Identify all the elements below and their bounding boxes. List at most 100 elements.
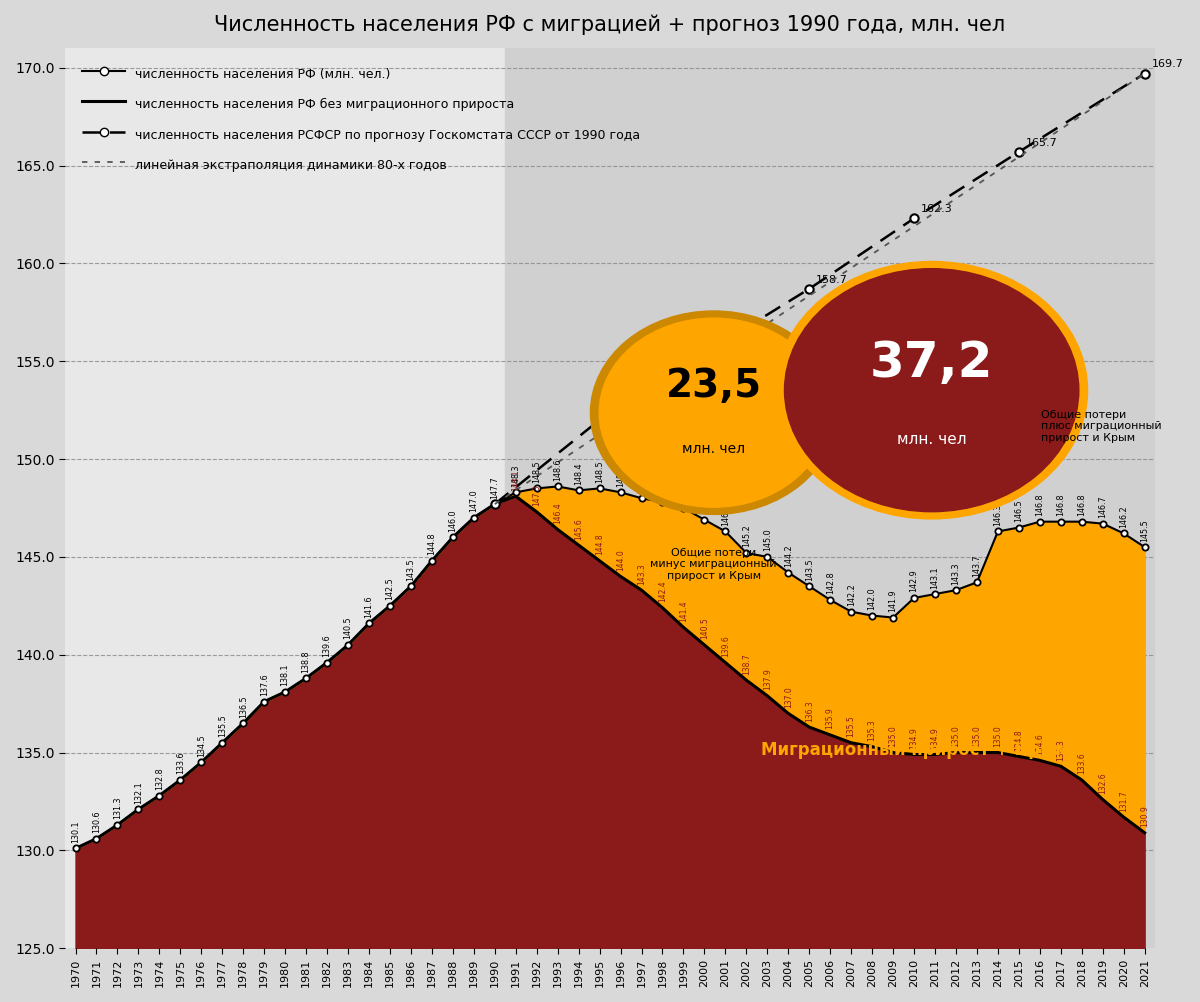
Text: 142.4: 142.4 (658, 580, 667, 602)
Text: 135.9: 135.9 (826, 707, 835, 729)
Text: Общие потери
плюс миграционный
прирост и Крым: Общие потери плюс миграционный прирост и… (1040, 410, 1162, 443)
Text: 147.7: 147.7 (491, 476, 499, 499)
Text: 144.2: 144.2 (784, 544, 793, 567)
Text: 146.8: 146.8 (1078, 494, 1086, 516)
Text: 133.6: 133.6 (176, 752, 185, 775)
Text: 146.0: 146.0 (449, 509, 457, 532)
Text: 142.2: 142.2 (847, 583, 856, 606)
Text: 37,2: 37,2 (870, 340, 994, 387)
Text: 146.3: 146.3 (994, 503, 1002, 526)
Text: 146.7: 146.7 (1098, 495, 1108, 518)
Text: 141.9: 141.9 (888, 589, 898, 612)
Text: 139.6: 139.6 (323, 634, 331, 657)
Text: 142.5: 142.5 (385, 577, 395, 600)
Text: 146.4: 146.4 (553, 502, 562, 524)
Text: 146.2: 146.2 (1120, 505, 1128, 528)
Text: ЦСУ СССР, Росстат © burckina-new.livejournal.com: ЦСУ СССР, Росстат © burckina-new.livejou… (92, 900, 475, 915)
Text: 143.1: 143.1 (930, 566, 940, 588)
Bar (505, 48, 1156, 948)
Text: Общие потери
минус миграционный
прирост и Крым: Общие потери минус миграционный прирост … (650, 548, 776, 581)
Text: 141.6: 141.6 (365, 595, 373, 618)
Text: 148.1: 148.1 (511, 469, 521, 491)
Text: 169.7: 169.7 (1152, 59, 1183, 69)
Circle shape (599, 319, 828, 507)
Text: 134.6: 134.6 (1036, 733, 1044, 755)
Text: 146.9: 146.9 (700, 492, 709, 514)
Text: 142.0: 142.0 (868, 587, 877, 610)
Text: 146.8: 146.8 (1036, 494, 1044, 516)
Text: 142.9: 142.9 (910, 570, 918, 592)
Text: 143.5: 143.5 (407, 558, 415, 581)
Text: 145.6: 145.6 (574, 518, 583, 540)
Text: 143.3: 143.3 (637, 563, 646, 584)
Text: 135.0: 135.0 (994, 725, 1002, 747)
Text: 140.5: 140.5 (700, 617, 709, 639)
Text: 147.3: 147.3 (533, 485, 541, 506)
Text: 134.5: 134.5 (197, 734, 206, 757)
Text: 146.8: 146.8 (1056, 494, 1066, 516)
Text: 144.8: 144.8 (595, 534, 604, 555)
Text: 135.5: 135.5 (217, 714, 227, 737)
Text: 158.7: 158.7 (816, 275, 848, 285)
Text: 147.5: 147.5 (679, 480, 688, 502)
Text: 165.7: 165.7 (1026, 137, 1057, 147)
Text: 132.8: 132.8 (155, 768, 164, 790)
Text: 148.5: 148.5 (533, 460, 541, 483)
Text: 138.1: 138.1 (281, 664, 289, 686)
Text: Миграционный прирост + Крым: Миграционный прирост + Крым (762, 741, 1069, 760)
Text: 145.0: 145.0 (763, 529, 772, 551)
Text: 148.3: 148.3 (616, 464, 625, 487)
Text: 139.6: 139.6 (721, 635, 730, 657)
Text: 143.7: 143.7 (972, 554, 982, 577)
Text: 130.9: 130.9 (1140, 806, 1150, 828)
Text: 130.6: 130.6 (92, 811, 101, 833)
Text: 144.0: 144.0 (616, 549, 625, 571)
Text: 135.0: 135.0 (972, 725, 982, 747)
Text: 145.5: 145.5 (1140, 519, 1150, 541)
Text: 148.6: 148.6 (553, 458, 562, 481)
Circle shape (590, 311, 836, 514)
Text: млн. чел: млн. чел (896, 432, 966, 447)
Text: 135.0: 135.0 (952, 725, 960, 747)
Text: 148.4: 148.4 (574, 462, 583, 485)
Text: 134.9: 134.9 (930, 727, 940, 748)
Text: 147.0: 147.0 (469, 490, 479, 512)
Text: 148.3: 148.3 (511, 464, 521, 487)
Text: 136.5: 136.5 (239, 695, 247, 717)
Text: 138.8: 138.8 (301, 650, 311, 672)
Text: 135.5: 135.5 (847, 715, 856, 737)
Text: 162.3: 162.3 (920, 204, 953, 214)
Text: 146.5: 146.5 (1014, 499, 1024, 522)
Text: 131.3: 131.3 (113, 797, 122, 820)
Text: 133.6: 133.6 (1078, 753, 1086, 775)
Text: 143.3: 143.3 (952, 562, 960, 584)
Text: 152.0: 152.0 (606, 406, 638, 416)
Text: 145.2: 145.2 (742, 525, 751, 547)
Text: 142.8: 142.8 (826, 572, 835, 594)
Text: 132.1: 132.1 (134, 782, 143, 804)
Text: 137.6: 137.6 (259, 673, 269, 696)
Text: 144.8: 144.8 (427, 533, 437, 555)
Text: 147.8: 147.8 (658, 474, 667, 497)
Text: 137.9: 137.9 (763, 668, 772, 690)
Text: 148.5: 148.5 (595, 460, 604, 483)
Text: 148.0: 148.0 (637, 470, 646, 493)
Text: 134.3: 134.3 (1056, 738, 1066, 761)
Text: 137.0: 137.0 (784, 686, 793, 707)
Text: 135.0: 135.0 (888, 725, 898, 747)
Text: 143.5: 143.5 (805, 558, 814, 581)
Title: Численность населения РФ с миграцией + прогноз 1990 года, млн. чел: Численность населения РФ с миграцией + п… (215, 15, 1006, 35)
Text: 136.3: 136.3 (805, 699, 814, 721)
Text: 140.5: 140.5 (343, 617, 353, 639)
Circle shape (785, 269, 1079, 512)
Text: млн. чел: млн. чел (682, 442, 745, 456)
Text: 138.7: 138.7 (742, 653, 751, 674)
Text: 132.6: 132.6 (1098, 773, 1108, 794)
Text: 23,5: 23,5 (666, 367, 762, 405)
Text: 134.8: 134.8 (1014, 729, 1024, 750)
Text: 135.3: 135.3 (868, 719, 877, 741)
Circle shape (775, 262, 1087, 519)
Text: 146.3: 146.3 (721, 503, 730, 526)
Text: 131.7: 131.7 (1120, 790, 1128, 812)
Text: 141.4: 141.4 (679, 600, 688, 622)
